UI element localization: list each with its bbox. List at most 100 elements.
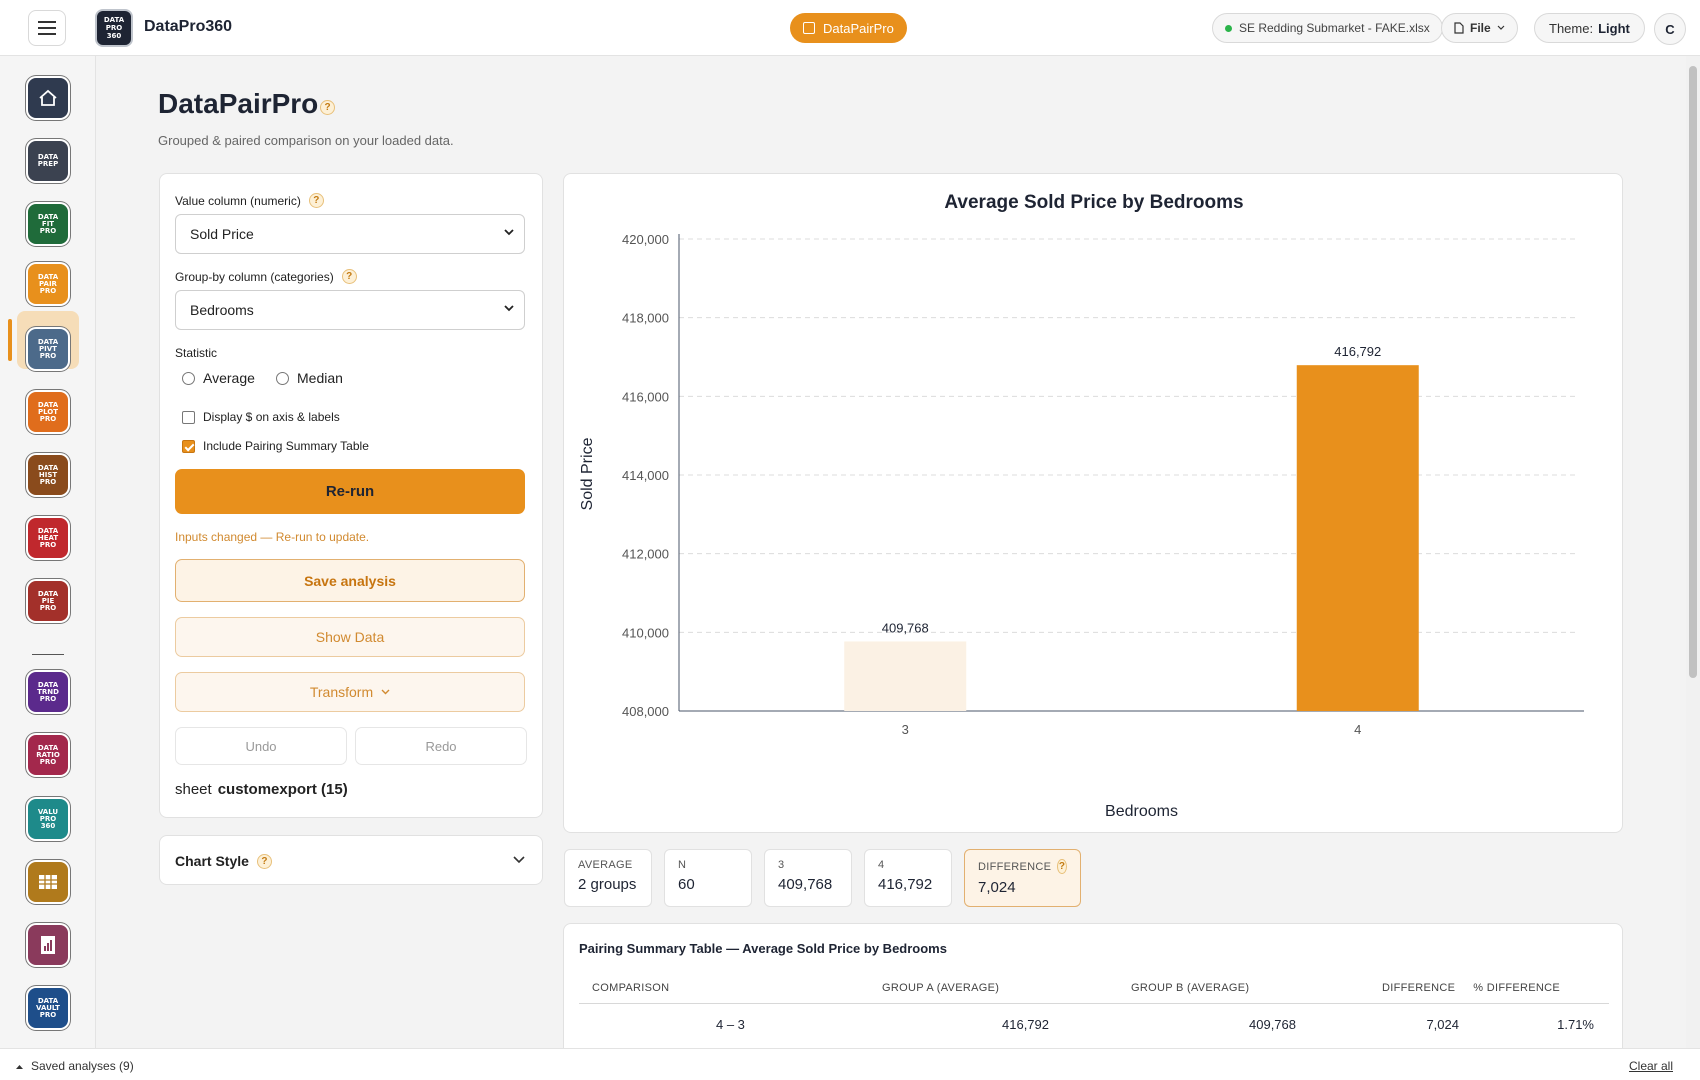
x-axis-title: Bedrooms	[1105, 803, 1178, 820]
value-column-label: Value column (numeric) ?	[175, 193, 324, 208]
page-scrollbar[interactable]	[1686, 56, 1700, 1048]
x-tick-label: 3	[902, 722, 909, 737]
table-cell: 1.71%	[1557, 1017, 1594, 1032]
theme-toggle-button[interactable]: Theme: Light	[1534, 13, 1645, 43]
include-table-option[interactable]: Include Pairing Summary Table	[182, 439, 369, 453]
display-dollar-checkbox[interactable]	[182, 410, 195, 424]
chevron-down-icon	[1497, 25, 1505, 30]
scroll-thumb[interactable]	[1689, 66, 1697, 678]
column-header: DIFFERENCE	[1382, 982, 1456, 994]
sidebar-item-data-pie-pro[interactable]: DATA PIE PRO	[28, 581, 68, 621]
loaded-file-chip[interactable]: SE Redding Submarket - FAKE.xlsx	[1212, 13, 1443, 43]
chevron-down-icon	[504, 229, 514, 236]
bar-chart: 408,000 410,000 412,000 414,000 416,000 418,0…	[579, 232, 1584, 820]
status-dot-icon	[1225, 24, 1232, 32]
sidebar-item-data-ratio-pro[interactable]: DATA RATIO PRO	[28, 735, 68, 775]
table-cell: 409,768	[1249, 1017, 1296, 1032]
stat-card-average: AVERAGE 2 groups	[564, 849, 652, 907]
sidebar-item-data-fit-pro[interactable]: DATA FIT PRO	[28, 204, 68, 244]
sidebar-item-data-plot-pro[interactable]: DATA PLOT PRO	[28, 392, 68, 432]
help-icon[interactable]: ?	[1057, 859, 1067, 874]
chevron-down-icon	[381, 689, 390, 695]
sheet-info: sheet customexport (15)	[175, 781, 348, 798]
chart-style-panel[interactable]: Chart Style ?	[159, 835, 543, 885]
table-cell: 7,024	[1426, 1017, 1459, 1032]
file-menu-button[interactable]: File	[1441, 13, 1518, 43]
active-tool-label: DataPairPro	[823, 20, 894, 36]
column-header: COMPARISON	[592, 982, 670, 994]
sidebar-item-valu-pro-360[interactable]: VALU PRO 360	[28, 799, 68, 839]
radio-button[interactable]	[276, 371, 289, 385]
header-divider	[579, 1003, 1609, 1004]
sidebar-divider	[32, 654, 64, 655]
home-icon	[39, 89, 57, 106]
sidebar-item-home[interactable]	[28, 78, 68, 118]
radio-button[interactable]	[182, 371, 195, 385]
statistic-label: Statistic	[175, 346, 218, 360]
sidebar-item-data-hist-pro[interactable]: DATA HIST PRO	[28, 455, 68, 495]
redo-button[interactable]: Redo	[355, 727, 527, 765]
sidebar-item-data-prep-pro[interactable]: DATA PREP	[28, 141, 68, 181]
include-table-checkbox[interactable]	[182, 439, 195, 453]
sidebar-item-data-pair-pro[interactable]: DATA PAIR PRO	[28, 264, 68, 304]
x-tick-label: 4	[1354, 722, 1361, 737]
radio-average[interactable]: Average	[182, 370, 255, 386]
stat-card-group-3: 3 409,768	[764, 849, 852, 907]
chevron-up-icon	[16, 1064, 23, 1069]
help-icon[interactable]: ?	[341, 269, 357, 284]
stat-card-difference: DIFFERENCE? 7,024	[964, 849, 1081, 907]
sidebar-item-table-tool[interactable]	[28, 862, 68, 902]
sidebar-item-data-vault-pro[interactable]: DATA VAULT PRO	[28, 988, 68, 1028]
tool-sidebar: DATA PREP DATA FIT PRO DATA PAIR PRO DATA PIVT PRO…	[0, 56, 96, 1048]
help-icon[interactable]: ?	[256, 853, 272, 869]
top-bar: DATA PRO 360 DataPro360 DataPairPro SE R…	[0, 0, 1700, 56]
saved-analyses-bar: Saved analyses (9) Clear all	[0, 1048, 1700, 1080]
active-tool-pill[interactable]: DataPairPro	[790, 13, 907, 43]
y-tick-label: 408,000	[622, 704, 669, 719]
user-avatar[interactable]: C	[1654, 13, 1686, 45]
group-column-select[interactable]: Bedrooms	[175, 290, 525, 330]
save-analysis-button[interactable]: Save analysis	[175, 559, 525, 602]
y-tick-label: 418,000	[622, 311, 669, 326]
help-icon[interactable]: ?	[320, 100, 335, 115]
y-tick-label: 416,000	[622, 389, 669, 404]
table-title: Pairing Summary Table — Average Sold Pri…	[579, 941, 947, 956]
data-label: 416,792	[1334, 344, 1381, 359]
sidebar-item-data-pivt-pro[interactable]: DATA PIVT PRO	[28, 329, 68, 369]
radio-median[interactable]: Median	[276, 370, 343, 386]
stat-card-group-4: 4 416,792	[864, 849, 952, 907]
rerun-button[interactable]: Re-run	[175, 469, 525, 514]
page-title: DataPairPro	[158, 88, 319, 119]
help-icon[interactable]: ?	[308, 193, 324, 208]
table-cell: 4 – 3	[716, 1017, 745, 1032]
value-column-select[interactable]: Sold Price	[175, 214, 525, 254]
chart-title: Average Sold Price by Bedrooms	[944, 192, 1244, 213]
group-column-label: Group-by column (categories) ?	[175, 269, 357, 284]
controls-panel: Value column (numeric) ? Sold Price Grou…	[159, 173, 543, 818]
column-header: GROUP A (AVERAGE)	[882, 982, 1000, 994]
y-tick-label: 414,000	[622, 468, 669, 483]
sidebar-item-data-trnd-pro[interactable]: DATA TRND PRO	[28, 672, 68, 712]
bar-4	[1296, 365, 1419, 711]
chevron-down-icon	[513, 856, 525, 864]
report-icon	[41, 936, 55, 954]
sidebar-item-data-heat-pro[interactable]: DATA HEAT PRO	[28, 518, 68, 558]
table-cell: 416,792	[1002, 1017, 1049, 1032]
chevron-down-icon	[504, 305, 514, 312]
saved-analyses-toggle[interactable]: Saved analyses (9)	[16, 1059, 134, 1073]
hamburger-icon	[38, 21, 56, 35]
clear-all-link[interactable]: Clear all	[1628, 1059, 1673, 1073]
display-dollar-option[interactable]: Display $ on axis & labels	[182, 410, 340, 424]
active-bar	[8, 319, 12, 361]
menu-toggle-button[interactable]	[28, 10, 66, 46]
pairing-summary-table: Pairing Summary Table — Average Sold Pri…	[563, 923, 1623, 1063]
app-logo[interactable]: DATA PRO 360	[95, 9, 133, 47]
table-icon	[39, 875, 57, 889]
sidebar-item-report-tool[interactable]	[28, 925, 68, 965]
y-tick-label: 410,000	[622, 625, 669, 640]
y-tick-label: 412,000	[622, 547, 669, 562]
transform-button[interactable]: Transform	[175, 672, 525, 712]
show-data-button[interactable]: Show Data	[175, 617, 525, 657]
undo-button[interactable]: Undo	[175, 727, 347, 765]
rerun-warning: Inputs changed — Re-run to update.	[175, 530, 370, 544]
